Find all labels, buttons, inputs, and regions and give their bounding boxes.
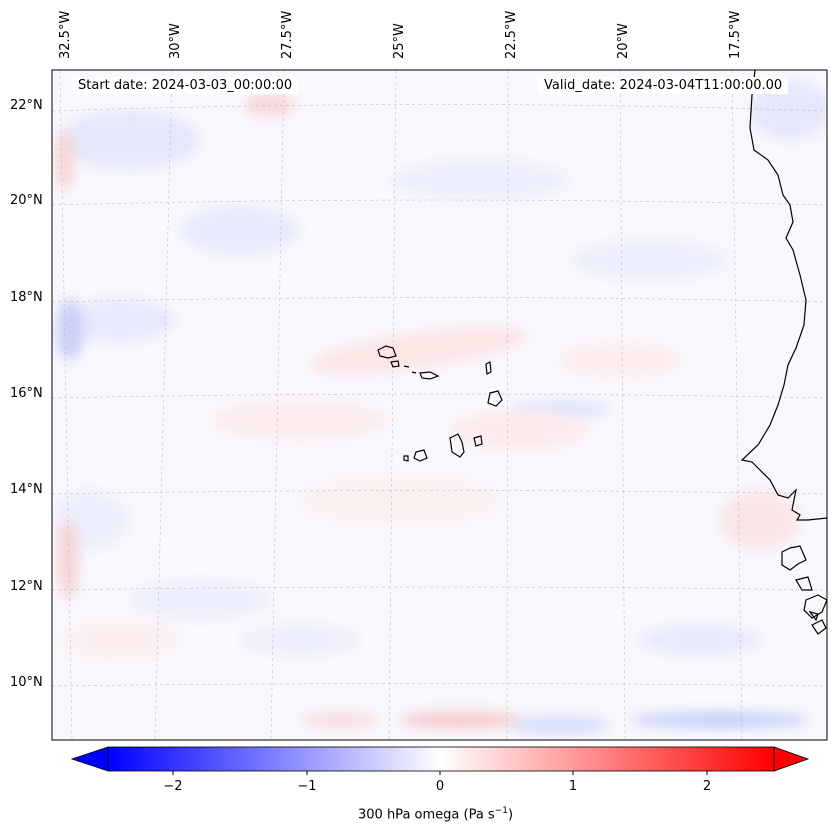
map-frame	[51, 69, 828, 741]
coastline	[740, 70, 827, 635]
lat-label-16n: 16°N	[10, 386, 43, 401]
colorbar-extend-right	[773, 746, 810, 772]
colorbar-label-close: )	[507, 807, 514, 823]
lat-label-10n: 10°N	[10, 675, 43, 690]
lon-label-20w: 20°W	[616, 23, 631, 59]
colorbar-label-exponent: −1	[494, 806, 508, 816]
lon-label-22-5w: 22.5°W	[504, 10, 519, 59]
lat-label-20n: 20°N	[10, 193, 43, 208]
colorbar-tick-2: 2	[702, 779, 712, 794]
valid-date-label: Valid_date: 2024-03-04T11:00:00.00	[538, 77, 789, 94]
colorbar-tick-1: 1	[568, 779, 578, 794]
cape-verde-islands	[377, 345, 503, 462]
lon-label-17-5w: 17.5°W	[728, 10, 743, 59]
colorbar-tick-neg1: −1	[297, 779, 317, 794]
lat-label-18n: 18°N	[10, 290, 43, 305]
lon-label-30w: 30°W	[168, 23, 183, 59]
lat-label-12n: 12°N	[10, 579, 43, 594]
start-date-label: Start date: 2024-03-03_00:00:00	[72, 77, 299, 94]
lat-label-22n: 22°N	[10, 98, 43, 113]
graticule	[52, 70, 827, 740]
colorbar-tick-neg2: −2	[163, 779, 183, 794]
lon-label-27-5w: 27.5°W	[280, 10, 295, 59]
colorbar-extend-left	[70, 746, 109, 772]
colorbar-label-main: 300 hPa omega (Pa s	[358, 807, 495, 823]
colorbar-label: 300 hPa omega (Pa s−1)	[358, 806, 513, 822]
lon-label-32-5w: 32.5°W	[58, 10, 73, 59]
colorbar	[70, 746, 810, 775]
lat-label-14n: 14°N	[10, 482, 43, 497]
omega-field	[52, 70, 827, 740]
colorbar-tick-0: 0	[435, 779, 445, 794]
lon-label-25w: 25°W	[392, 23, 407, 59]
